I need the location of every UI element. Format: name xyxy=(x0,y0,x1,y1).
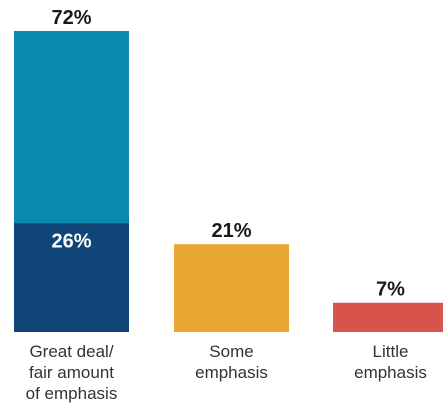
category-label-2: Little emphasis xyxy=(354,342,427,382)
bar-2 xyxy=(333,302,443,332)
segment-value-label-0: 26% xyxy=(51,230,91,252)
bar-segment-0 xyxy=(14,223,129,332)
bar-1 xyxy=(174,244,289,332)
value-label-0: 72% xyxy=(51,7,91,29)
value-label-1: 21% xyxy=(211,220,251,242)
category-label-1: Some emphasis xyxy=(195,342,268,382)
category-label-0: Great deal/fair amount of emphasis xyxy=(26,342,118,403)
value-label-2: 7% xyxy=(376,279,405,301)
